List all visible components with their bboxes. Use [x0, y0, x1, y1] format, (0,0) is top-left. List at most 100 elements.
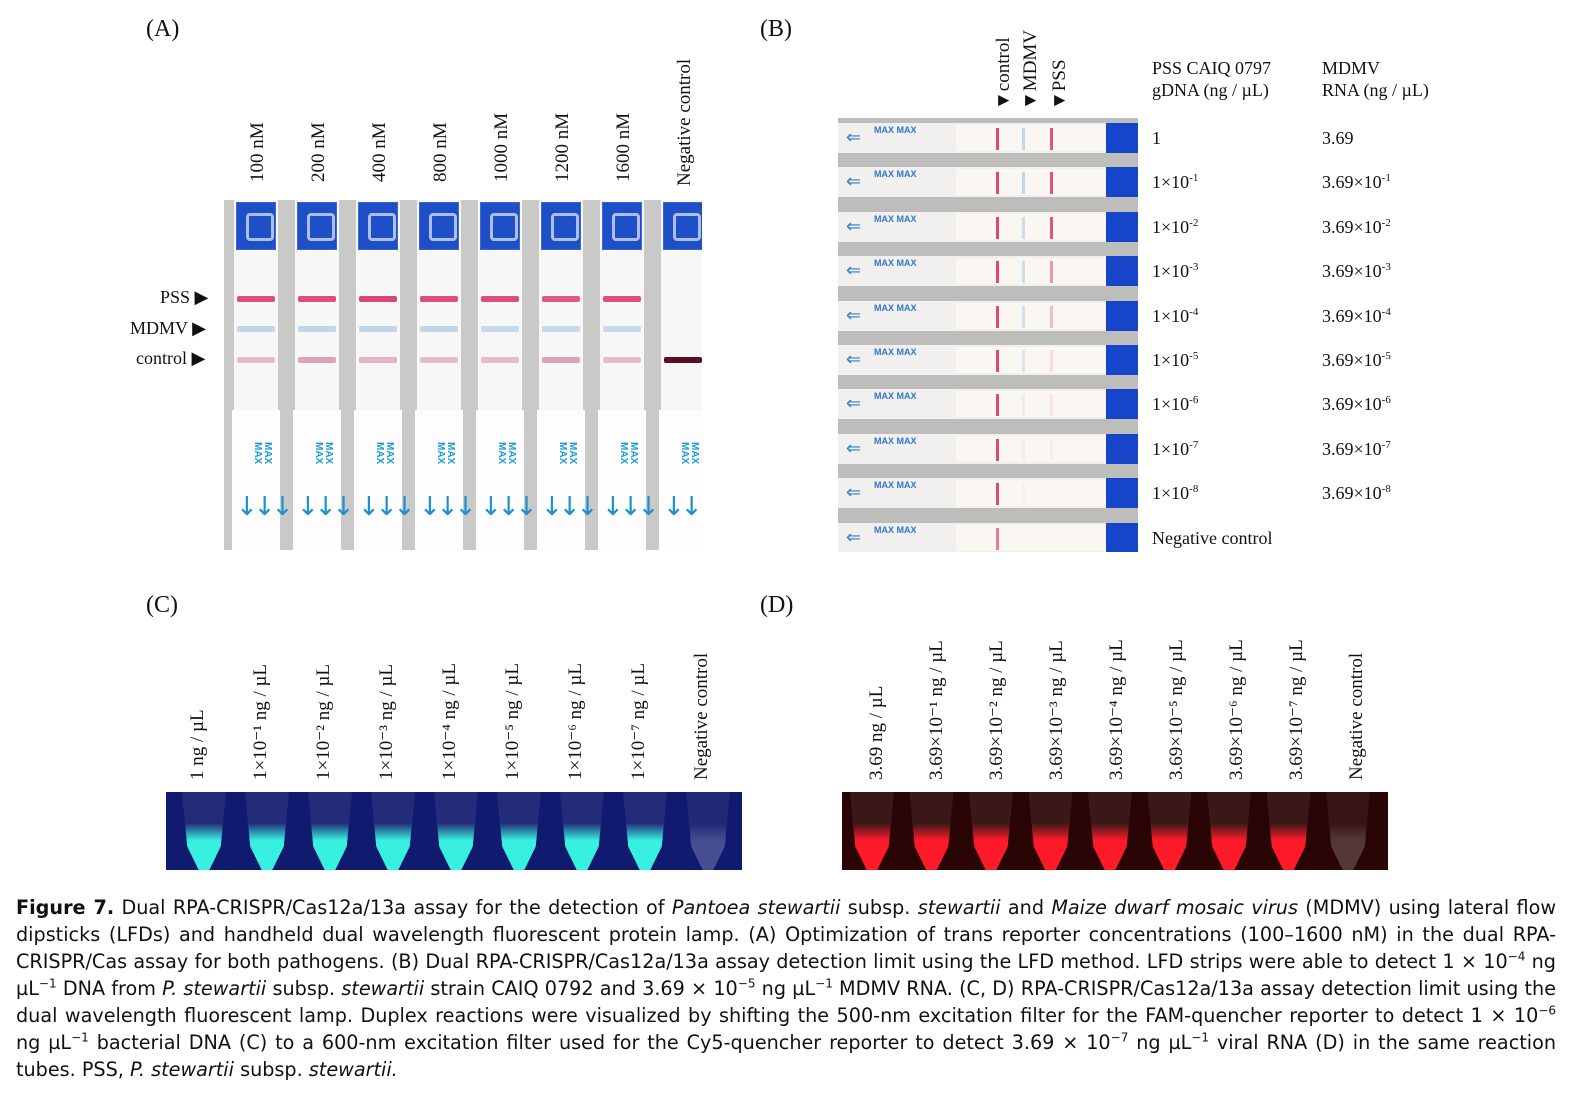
b-strip-max-text: MAX MAX	[874, 169, 917, 180]
a-pss-band	[359, 296, 397, 302]
a-strip-pad	[602, 202, 642, 250]
b-control-line	[996, 350, 999, 372]
a-strip-max-text: MAX MAX	[496, 442, 517, 465]
b-strip-max-text: MAX MAX	[874, 391, 917, 402]
a-strip-lower: MAX MAX ↓↓↓	[476, 410, 537, 550]
c-tube-label: 1×10⁻⁴ ng / µL	[439, 663, 460, 780]
d-tube-label: Negative control	[1346, 652, 1367, 780]
a-strip-pad-mark	[429, 213, 457, 241]
panel-d-letter: (D)	[760, 592, 794, 618]
b-strip-window	[956, 391, 1106, 418]
b-pss-line	[1050, 261, 1053, 284]
b-strip-cap	[1106, 522, 1138, 552]
a-strip-lower: MAX MAX ↓↓↓	[232, 410, 293, 550]
a-control-band	[664, 357, 702, 363]
b-line-label-control: ▼control	[993, 37, 1014, 110]
b-mdmv-line	[1022, 350, 1025, 372]
d-tube	[1088, 792, 1132, 870]
a-pss-band	[298, 296, 336, 302]
b-strip-window	[956, 435, 1106, 462]
a-lane-label: 800 nM	[430, 122, 451, 182]
c-tube	[623, 792, 667, 870]
c-tube	[434, 792, 478, 870]
a-mdmv-band	[298, 326, 336, 332]
b-strip-arrow-icon: ⇐	[846, 127, 862, 148]
b-strip-arrow-icon: ⇐	[846, 482, 862, 504]
b-strip: ⇐ MAX MAX	[838, 256, 1138, 287]
panel-a-photo: MAX MAX ↓↓↓ MAX MAX ↓↓↓ MAX MAX ↓↓↓ MAX MAX ↓↓↓…	[224, 200, 702, 550]
b-strip: ⇐ MAX MAX	[838, 345, 1138, 375]
b-row-pss-value: 1	[1152, 128, 1161, 148]
panel-c-letter: (C)	[146, 592, 178, 618]
panel-a-letter: (A)	[146, 16, 180, 42]
a-strip-lower: MAX MAX ↓↓↓	[415, 410, 476, 550]
a-strip-arrows-icon: ↓↓↓	[663, 492, 702, 522]
a-lane-label: 400 nM	[369, 122, 390, 182]
a-mdmv-band	[420, 326, 458, 332]
a-strip-lower: MAX MAX ↓↓↓	[293, 410, 354, 550]
a-pss-band	[420, 296, 458, 302]
a-mdmv-band	[359, 326, 397, 332]
a-strip-pad	[663, 202, 702, 250]
d-tube-label: 3.69×10⁻⁴ ng / µL	[1106, 639, 1127, 780]
c-tube	[308, 792, 352, 870]
a-strip-arrows-icon: ↓↓↓	[480, 492, 537, 522]
b-strip-cap	[1106, 211, 1138, 242]
a-control-band	[237, 357, 275, 363]
b-strip-window	[956, 169, 1106, 196]
b-strip: ⇐ MAX MAX	[838, 433, 1138, 464]
b-strip-window	[956, 213, 1106, 240]
b-pss-line	[1050, 128, 1053, 150]
b-row-mdmv-value: 3.69	[1322, 128, 1354, 148]
a-pss-band	[481, 296, 519, 302]
a-strip-max-text: MAX MAX	[313, 442, 334, 465]
b-strip-max-text: MAX MAX	[874, 213, 917, 224]
a-strip: MAX MAX ↓↓↓	[415, 200, 476, 550]
b-control-line	[996, 305, 999, 328]
a-strip-lower: MAX MAX ↓↓↓	[354, 410, 415, 550]
b-strip: ⇐ MAX MAX	[838, 478, 1138, 509]
b-col1-header-2: gDNA (ng / µL)	[1152, 80, 1269, 100]
b-mdmv-line	[1022, 394, 1025, 417]
b-control-line	[996, 261, 999, 284]
a-strip: MAX MAX ↓↓↓	[232, 200, 293, 550]
b-strip-arrow-icon: ⇐	[846, 260, 862, 282]
b-control-line	[996, 438, 999, 461]
b-row-mdmv-value: 3.69×10-3	[1322, 261, 1391, 282]
a-control-band	[481, 357, 519, 363]
b-row-pss-value: 1×10-4	[1152, 305, 1199, 326]
a-strip-lower: MAX MAX ↓↓↓	[598, 410, 659, 550]
b-strip-max-text: MAX MAX	[874, 480, 917, 491]
b-row-mdmv-value: 3.69×10-4	[1322, 305, 1391, 326]
c-tube	[497, 792, 541, 870]
a-control-band	[420, 357, 458, 363]
a-strip-pad-mark	[246, 213, 274, 241]
d-tube-label: 3.69×10⁻² ng / µL	[986, 640, 1007, 780]
a-control-band	[359, 357, 397, 363]
a-strip: MAX MAX ↓↓↓	[476, 200, 537, 550]
a-strip-pad-mark	[368, 213, 396, 241]
panel-b-letter: (B)	[760, 16, 792, 42]
b-row-pss-value: 1×10-8	[1152, 483, 1199, 504]
b-strip-arrow-icon: ⇐	[846, 215, 862, 237]
figure-caption: Figure 7. Dual RPA-CRISPR/Cas12a/13a ass…	[16, 896, 1557, 1081]
a-strip-arrows-icon: ↓↓↓	[297, 492, 354, 522]
a-strip-arrows-icon: ↓↓↓	[358, 492, 415, 522]
b-row-pss-value: 1×10-5	[1152, 350, 1199, 370]
a-strip-lower: MAX MAX ↓↓↓	[537, 410, 598, 550]
b-strip-arrow-icon: ⇐	[846, 526, 862, 548]
d-tube	[1326, 792, 1370, 870]
d-tube	[909, 792, 954, 870]
a-strip: MAX MAX ↓↓↓	[293, 200, 354, 550]
b-strip-arrow-icon: ⇐	[846, 304, 862, 326]
b-mdmv-line	[1022, 438, 1025, 461]
b-row-pss-value: Negative control	[1152, 527, 1273, 548]
a-pss-band	[603, 296, 641, 302]
a-strip-max-text: MAX MAX	[557, 442, 578, 465]
b-pss-line	[1050, 350, 1053, 372]
a-strip-pad	[297, 202, 337, 250]
c-tube-label: 1×10⁻⁷ ng / µL	[628, 663, 649, 780]
b-col2-header-1: MDMV	[1322, 58, 1381, 78]
a-strip-arrows-icon: ↓↓↓	[419, 492, 476, 522]
b-row-pss-value: 1×10-7	[1152, 438, 1199, 459]
